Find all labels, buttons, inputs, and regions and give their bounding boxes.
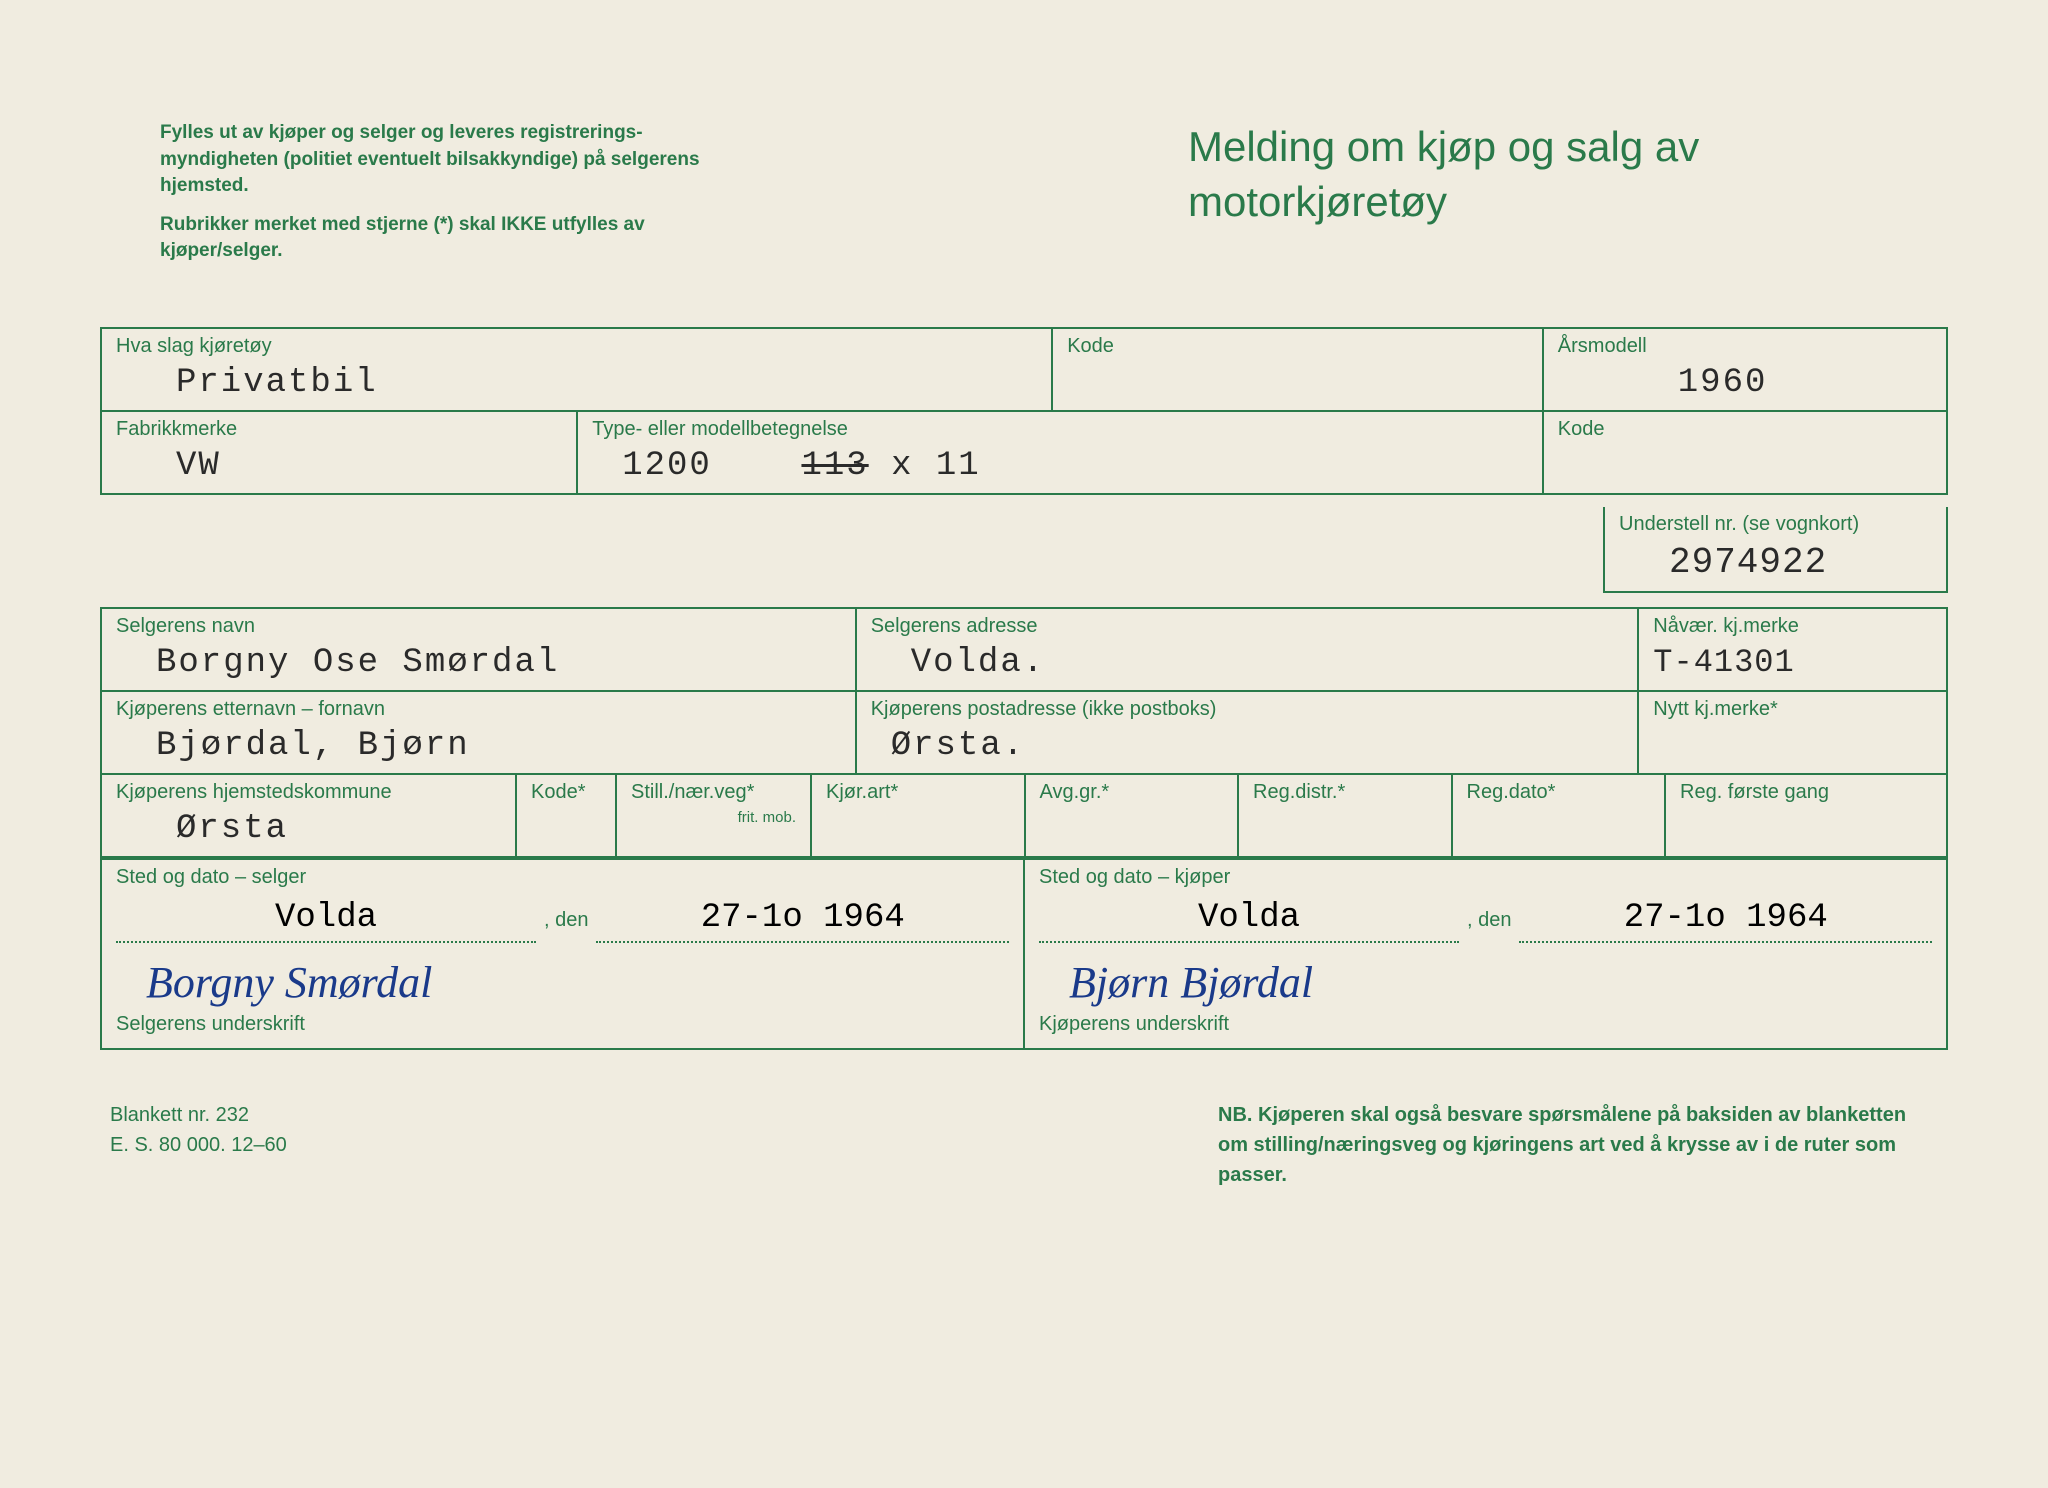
footer-nb: NB. Kjøperen skal også besvare spørsmåle…	[1218, 1100, 1938, 1190]
instructions: Fylles ut av kjøper og selger og leveres…	[160, 120, 720, 277]
cell-chassis: Understell nr. (se vognkort) 2974922	[1603, 507, 1948, 593]
label-year: Årsmodell	[1558, 335, 1932, 358]
header: Fylles ut av kjøper og selger og leveres…	[100, 120, 1948, 277]
cell-year: Årsmodell 1960	[1544, 329, 1946, 410]
date-cell-seller: Sted og dato – selger Volda , den 27-1o …	[102, 860, 1025, 947]
sig-cell-seller: Borgny Smørdal Selgerens underskrift	[102, 947, 1025, 1050]
form-page: Fylles ut av kjøper og selger og leveres…	[0, 0, 2048, 1488]
form-title: Melding om kjøp og salg av motorkjøretøy	[1188, 120, 1888, 277]
value-seller-plate: T-41301	[1653, 644, 1794, 681]
model-base: 1200	[622, 447, 712, 485]
label-still: Still./nær.veg*	[631, 781, 796, 804]
label-date-seller: Sted og dato – selger	[116, 866, 1009, 889]
cell-avggr: Avg.gr.*	[1026, 775, 1240, 856]
signature-buyer: Bjørn Bjørdal	[1039, 957, 1932, 1013]
label-kode-star: Kode*	[531, 781, 601, 804]
model-struck: 113	[801, 447, 868, 485]
cell-kode-1: Kode	[1053, 329, 1544, 410]
value-place-seller: Volda	[116, 899, 536, 943]
label-buyer-addr: Kjøperens postadresse (ikke postboks)	[871, 698, 1624, 721]
cell-buyer-name: Kjøperens etternavn – fornavn Bjørdal, B…	[102, 692, 857, 773]
label-regdato: Reg.dato*	[1467, 781, 1651, 804]
value-buyer-name: Bjørdal, Bjørn	[116, 727, 470, 765]
signature-seller: Borgny Smørdal	[116, 957, 1009, 1013]
value-kode-1	[1067, 364, 1127, 402]
label-model: Type- eller modellbetegnelse	[592, 418, 1528, 441]
value-model: 1200 113 x 11	[592, 447, 981, 485]
label-kode-2: Kode	[1558, 418, 1932, 441]
value-date-buyer: 27-1o 1964	[1519, 899, 1932, 943]
cell-seller-name: Selgerens navn Borgny Ose Smørdal	[102, 609, 857, 690]
label-kommune: Kjøperens hjemstedskommune	[116, 781, 501, 804]
blankett-nr: Blankett nr. 232	[110, 1100, 287, 1130]
value-date-seller: 27-1o 1964	[596, 899, 1009, 943]
cell-kommune: Kjøperens hjemstedskommune Ørsta	[102, 775, 517, 856]
value-buyer-addr: Ørsta.	[871, 727, 1025, 765]
value-chassis: 2974922	[1619, 542, 1827, 583]
es-code: E. S. 80 000. 12–60	[110, 1130, 287, 1160]
cell-vehicle-type: Hva slag kjøretøy Privatbil	[102, 329, 1053, 410]
sig-cell-buyer: Bjørn Bjørdal Kjøperens underskrift	[1025, 947, 1946, 1050]
label-vehicle-type: Hva slag kjøretøy	[116, 335, 1037, 358]
label-seller-addr: Selgerens adresse	[871, 615, 1624, 638]
value-seller-name: Borgny Ose Smørdal	[116, 644, 559, 682]
value-kommune: Ørsta	[116, 810, 288, 848]
value-make: VW	[116, 447, 221, 485]
den-label-buyer: , den	[1467, 909, 1511, 932]
label-buyer-newplate: Nytt kj.merke*	[1653, 698, 1932, 721]
label-buyer-name: Kjøperens etternavn – fornavn	[116, 698, 841, 721]
cell-kode-2: Kode	[1544, 412, 1946, 493]
label-seller-name: Selgerens navn	[116, 615, 841, 638]
label-avggr: Avg.gr.*	[1040, 781, 1224, 804]
label-regforste: Reg. første gang	[1680, 781, 1932, 804]
label-sig-seller: Selgerens underskrift	[116, 1013, 1009, 1036]
den-label-seller: , den	[544, 909, 588, 932]
cell-kode-star: Kode*	[517, 775, 617, 856]
label-make: Fabrikkmerke	[116, 418, 562, 441]
label-regdistr: Reg.distr.*	[1253, 781, 1437, 804]
cell-make: Fabrikkmerke VW	[102, 412, 578, 493]
value-kode-2	[1558, 447, 1618, 485]
footer-left: Blankett nr. 232 E. S. 80 000. 12–60	[110, 1100, 287, 1190]
label-seller-plate: Nåvær. kj.merke	[1653, 615, 1932, 638]
cell-model: Type- eller modellbetegnelse 1200 113 x …	[578, 412, 1544, 493]
instructions-line-1: Fylles ut av kjøper og selger og leveres…	[160, 120, 720, 200]
vehicle-box: Hva slag kjøretøy Privatbil Kode Årsmode…	[100, 327, 1948, 495]
cell-kjorart: Kjør.art*	[812, 775, 1026, 856]
value-place-buyer: Volda	[1039, 899, 1459, 943]
parties-box: Selgerens navn Borgny Ose Smørdal Selger…	[100, 607, 1948, 1050]
signature-row: Borgny Smørdal Selgerens underskrift Bjø…	[102, 947, 1946, 1050]
cell-seller-addr: Selgerens adresse Volda.	[857, 609, 1640, 690]
label-kode-1: Kode	[1067, 335, 1528, 358]
label-sig-buyer: Kjøperens underskrift	[1039, 1013, 1932, 1036]
cell-buyer-addr: Kjøperens postadresse (ikke postboks) Ør…	[857, 692, 1640, 773]
cell-seller-plate: Nåvær. kj.merke T-41301	[1639, 609, 1946, 690]
value-seller-addr: Volda.	[871, 644, 1045, 682]
instructions-line-2: Rubrikker merket med stjerne (*) skal IK…	[160, 212, 720, 265]
value-year: 1960	[1558, 364, 1768, 402]
cell-regdato: Reg.dato*	[1453, 775, 1667, 856]
footer: Blankett nr. 232 E. S. 80 000. 12–60 NB.…	[100, 1100, 1948, 1190]
cell-regdistr: Reg.distr.*	[1239, 775, 1453, 856]
model-extra: x 11	[891, 447, 981, 485]
date-cell-buyer: Sted og dato – kjøper Volda , den 27-1o …	[1025, 860, 1946, 947]
label-date-buyer: Sted og dato – kjøper	[1039, 866, 1932, 889]
label-still-sub: frit. mob.	[631, 810, 796, 827]
cell-still: Still./nær.veg* frit. mob.	[617, 775, 812, 856]
date-row: Sted og dato – selger Volda , den 27-1o …	[102, 858, 1946, 947]
cell-buyer-newplate: Nytt kj.merke*	[1639, 692, 1946, 773]
label-chassis: Understell nr. (se vognkort)	[1619, 513, 1932, 536]
label-kjorart: Kjør.art*	[826, 781, 1010, 804]
cell-regforste: Reg. første gang	[1666, 775, 1946, 856]
value-vehicle-type: Privatbil	[116, 364, 378, 402]
